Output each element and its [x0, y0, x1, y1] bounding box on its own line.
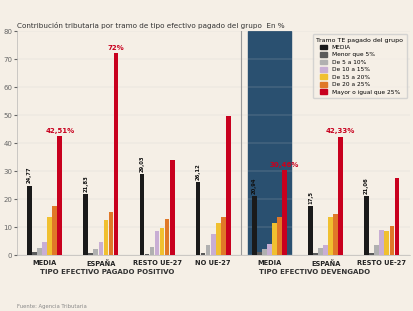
Bar [37, 248, 42, 255]
Bar [337, 137, 342, 255]
Bar [57, 136, 62, 255]
Bar [83, 194, 88, 255]
Bar [103, 220, 108, 255]
Bar [98, 243, 103, 255]
Bar [282, 170, 286, 255]
Bar [169, 160, 174, 255]
Bar [108, 212, 113, 255]
Bar [251, 197, 256, 255]
Bar [200, 253, 205, 255]
Bar [221, 217, 225, 255]
Bar [47, 217, 52, 255]
Bar [52, 206, 57, 255]
Text: Fuente: Agencia Tributaria: Fuente: Agencia Tributaria [17, 304, 86, 309]
Bar [282, 170, 286, 255]
Text: 29,03: 29,03 [139, 155, 144, 172]
Bar [88, 253, 93, 255]
Bar [394, 178, 398, 255]
Bar [114, 53, 118, 255]
Text: 30,46%: 30,46% [269, 161, 299, 168]
Bar [266, 244, 271, 255]
Bar [205, 245, 210, 255]
Text: 26,12: 26,12 [195, 163, 200, 180]
Bar [277, 217, 281, 255]
Bar [373, 245, 378, 255]
Bar [271, 223, 276, 255]
Bar [139, 174, 144, 255]
Bar [144, 254, 149, 255]
Bar [93, 249, 98, 255]
Text: TIPO EFECTIVO PAGADO POSITIVO: TIPO EFECTIVO PAGADO POSITIVO [40, 269, 174, 275]
Bar [261, 249, 266, 255]
Text: 21,83: 21,83 [83, 175, 88, 192]
Bar [154, 231, 159, 255]
Bar [318, 248, 322, 255]
Text: TIPO EFECTIVO DEVENGADO: TIPO EFECTIVO DEVENGADO [259, 269, 369, 275]
Bar [225, 117, 230, 255]
Bar [332, 215, 337, 255]
Bar [210, 234, 215, 255]
Bar [27, 186, 32, 255]
Text: 21,06: 21,06 [363, 177, 368, 194]
Bar [328, 217, 332, 255]
Text: 42,51%: 42,51% [45, 128, 74, 134]
Bar [247, 31, 290, 255]
Bar [149, 247, 154, 255]
Bar [256, 252, 261, 255]
Bar [42, 243, 47, 255]
Bar [312, 253, 317, 255]
Text: 24,77: 24,77 [27, 167, 32, 183]
Bar [261, 249, 266, 255]
Bar [266, 244, 271, 255]
Text: 17,5: 17,5 [307, 191, 312, 204]
Bar [164, 219, 169, 255]
Bar [159, 228, 164, 255]
Text: 72%: 72% [107, 45, 124, 51]
Bar [368, 253, 373, 255]
Text: Contribución tributaria por tramo de tipo efectivo pagado del grupo  En %: Contribución tributaria por tramo de tip… [17, 22, 283, 29]
Bar [251, 197, 256, 255]
Legend: MEDIA, Menor que 5%, De 5 a 10%, De 10 a 15%, De 15 a 20%, De 20 a 25%, Mayor o : MEDIA, Menor que 5%, De 5 a 10%, De 10 a… [312, 34, 406, 98]
Bar [216, 223, 220, 255]
Bar [379, 230, 383, 255]
Bar [307, 206, 312, 255]
Bar [363, 196, 368, 255]
Bar [195, 182, 200, 255]
Bar [323, 245, 327, 255]
Bar [384, 231, 388, 255]
Bar [389, 226, 393, 255]
Bar [32, 252, 37, 255]
Text: 42,33%: 42,33% [325, 128, 355, 134]
Text: 20,94: 20,94 [251, 178, 256, 194]
Bar [277, 217, 281, 255]
Bar [256, 252, 261, 255]
Bar [271, 223, 276, 255]
